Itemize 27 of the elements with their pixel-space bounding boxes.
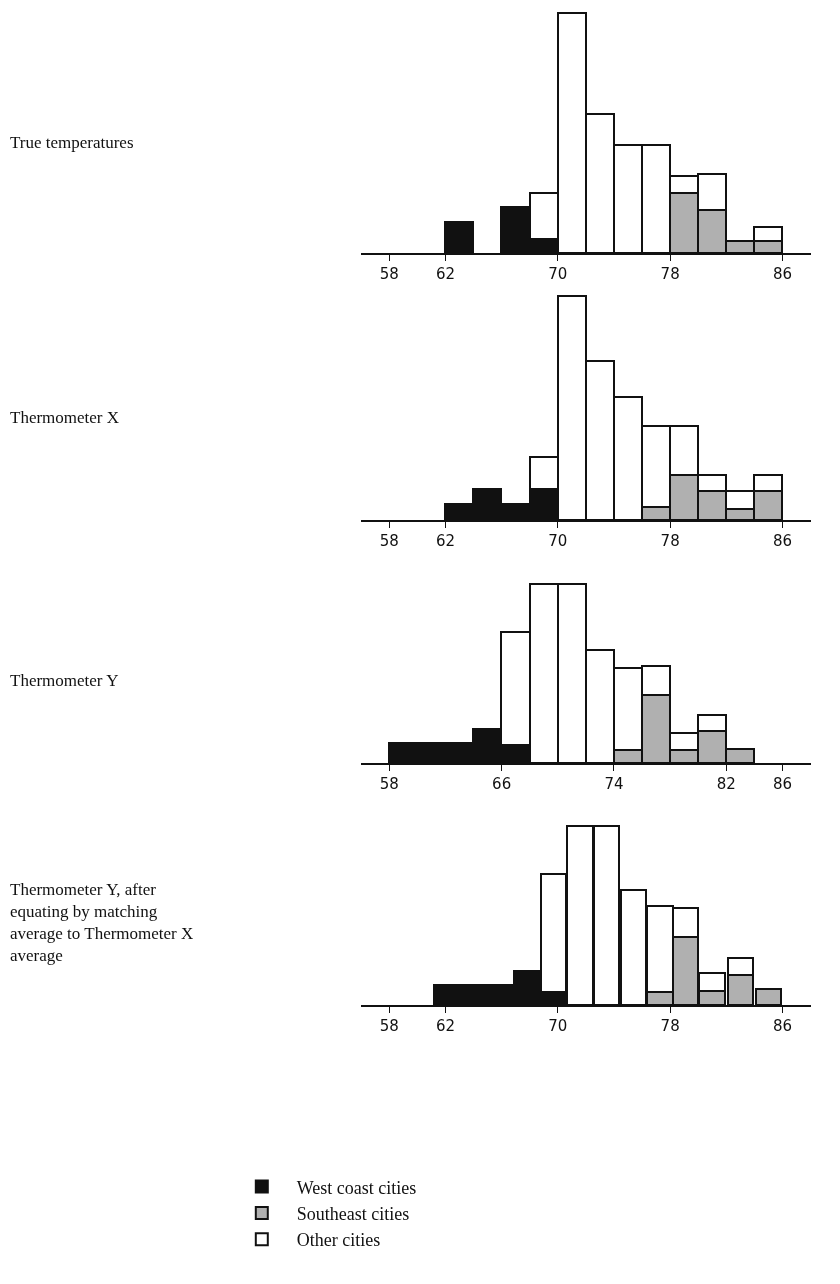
x-tick-label: 86 bbox=[772, 1017, 793, 1035]
x-tick-label: 86 bbox=[772, 532, 793, 550]
x-tick-label: 70 bbox=[548, 1017, 568, 1035]
x-tick-label: 78 bbox=[660, 265, 680, 283]
x-tick-label: 70 bbox=[548, 532, 568, 550]
legend-label: West coast cities bbox=[296, 1177, 417, 1198]
x-tick-label: 58 bbox=[379, 532, 399, 550]
legend-label: Other cities bbox=[296, 1230, 381, 1251]
x-tick-label: 66 bbox=[492, 775, 512, 793]
x-tick-label: 58 bbox=[379, 775, 399, 793]
x-tick-label: 78 bbox=[660, 532, 680, 550]
x-tick-label: 58 bbox=[379, 265, 399, 283]
x-tick-label: 74 bbox=[604, 775, 624, 793]
x-tick-label: 62 bbox=[435, 265, 456, 283]
y-axis-title: True temperatures bbox=[10, 133, 134, 152]
x-tick-label: 62 bbox=[435, 1017, 456, 1035]
x-tick-label: 78 bbox=[660, 1017, 680, 1035]
x-tick-label: 58 bbox=[379, 1017, 399, 1035]
y-axis-title: Thermometer X bbox=[10, 408, 120, 427]
x-tick-label: 70 bbox=[548, 265, 568, 283]
y-axis-title: Thermometer Y, after equating by matching average to Thermometer X average bbox=[10, 880, 194, 966]
x-tick-label: 86 bbox=[772, 265, 793, 283]
x-tick-label: 62 bbox=[435, 532, 456, 550]
x-tick-label: 86 bbox=[772, 775, 793, 793]
x-tick-label: 82 bbox=[716, 775, 736, 793]
legend-label: Southeast cities bbox=[296, 1203, 410, 1224]
y-axis-title: Thermometer Y bbox=[10, 671, 119, 690]
